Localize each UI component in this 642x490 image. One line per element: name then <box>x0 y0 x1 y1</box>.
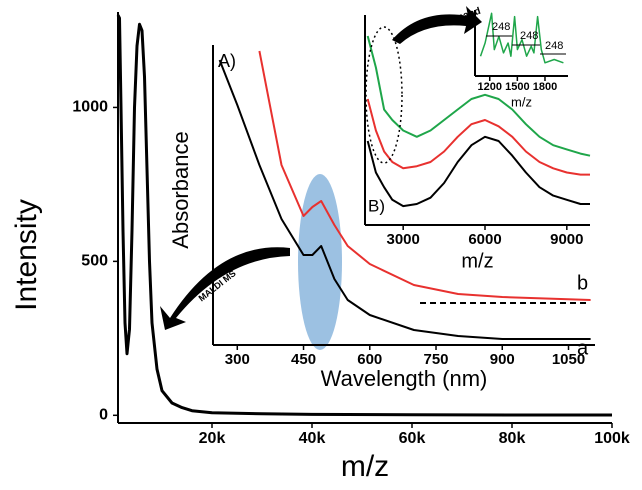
highlight-ellipse <box>298 174 342 350</box>
y-tick-label: 1000 <box>72 99 108 116</box>
x-tick-label: 9000 <box>550 231 583 248</box>
series-line <box>366 98 590 176</box>
expand-arrow <box>392 6 482 44</box>
y-axis-label: Absorbance <box>168 131 193 248</box>
x-tick-label: 300 <box>225 351 250 368</box>
x-tick-label: 1500 <box>505 81 529 93</box>
series-line <box>258 50 591 301</box>
series-label: a <box>577 337 589 359</box>
x-tick-label: 40k <box>299 430 326 447</box>
maldi-arrow <box>160 247 290 330</box>
x-tick-label: 20k <box>199 430 226 447</box>
x-axis-label: m/z <box>341 450 389 483</box>
annotation: B) <box>368 196 385 215</box>
y-tick-label: 500 <box>81 253 108 270</box>
annotation: A) <box>218 51 236 71</box>
annotation: 248 <box>545 40 563 52</box>
x-tick-label: 750 <box>424 351 449 368</box>
series-line <box>366 135 590 208</box>
x-tick-label: 1200 <box>477 81 501 93</box>
annotation: 248 <box>520 30 538 42</box>
series-line <box>479 12 564 64</box>
x-axis-label: Wavelength (nm) <box>321 366 488 391</box>
series-line <box>116 14 612 417</box>
chart-panel: 300 450 600 750 900 1050 Wavelength (nm) Absorb… <box>168 45 595 391</box>
x-tick-label: 6000 <box>468 231 501 248</box>
series-line <box>218 59 591 340</box>
zoom-region <box>365 26 403 164</box>
x-tick-label: 450 <box>291 351 316 368</box>
x-axis-label: m/z <box>461 250 493 272</box>
x-tick-label: 600 <box>357 351 382 368</box>
x-tick-label: 1050 <box>552 351 585 368</box>
x-tick-label: 80k <box>499 430 526 447</box>
x-tick-label: 100k <box>594 430 630 447</box>
annotation: 248 <box>492 21 510 33</box>
x-tick-label: 60k <box>399 430 426 447</box>
series-label: b <box>577 272 588 294</box>
series-line <box>366 35 591 157</box>
x-tick-label: 1800 <box>533 81 557 93</box>
x-tick-label: 3000 <box>386 231 419 248</box>
y-tick-label: 0 <box>99 407 108 424</box>
x-axis-label: m/z <box>511 94 532 109</box>
x-tick-label: 900 <box>490 351 515 368</box>
y-axis-label: Intensity <box>10 199 43 311</box>
